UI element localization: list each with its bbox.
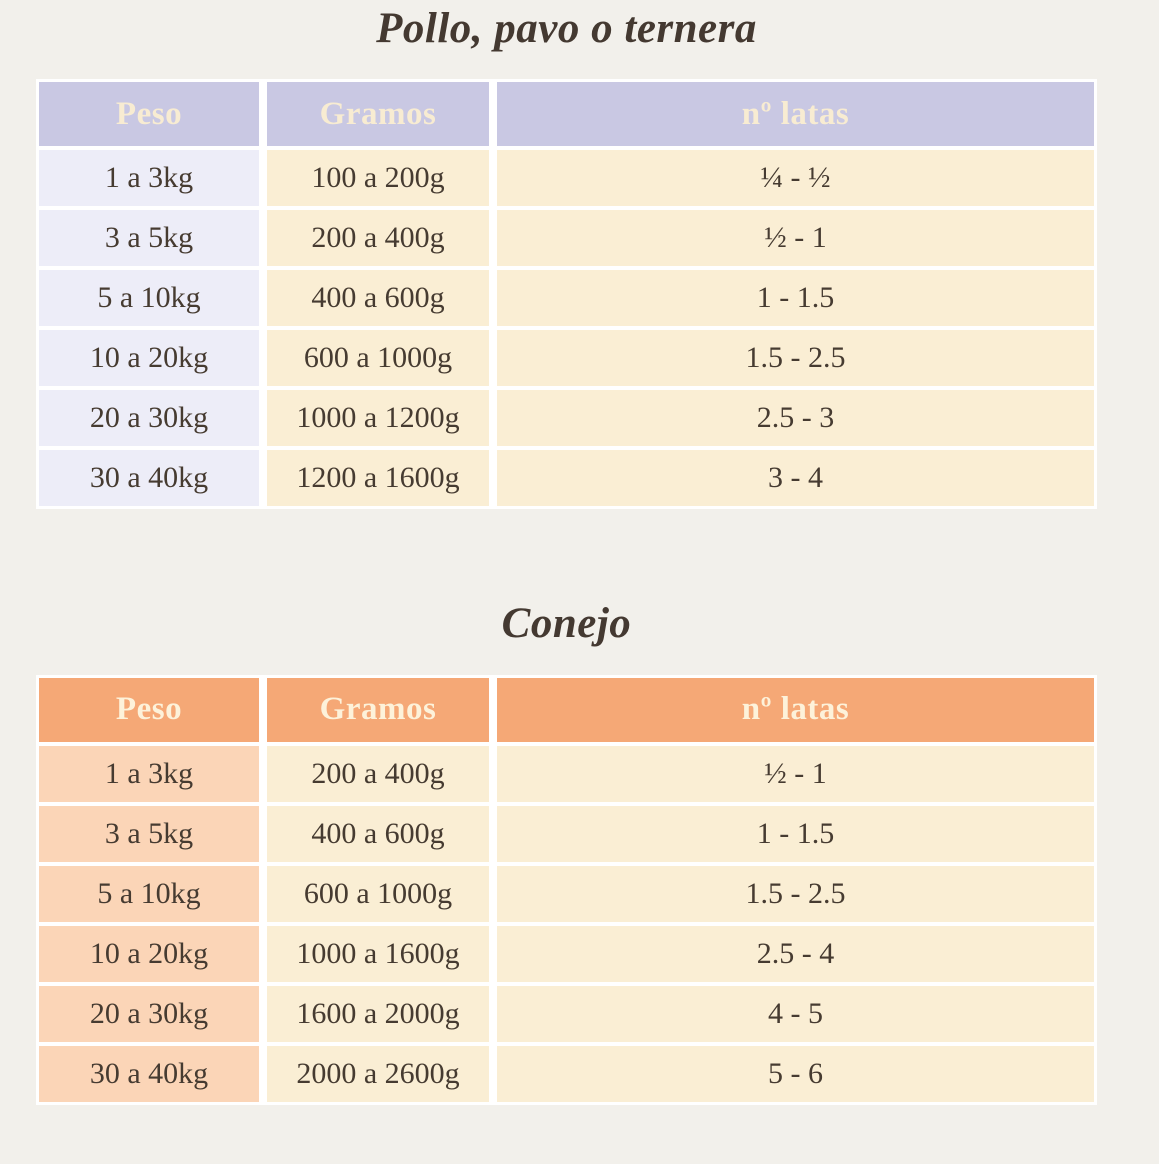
table-cell: 1200 a 1600g [267,450,489,507]
table-cell: 400 a 600g [267,270,489,327]
table-cell: 2000 a 2600g [267,1045,489,1102]
table-cell: 1 a 3kg [39,745,259,802]
tables-area: Pollo, pavo o ternera Peso Gramos nº latas 1… [0,4,1159,1105]
table-cell: 1.5 - 2.5 [497,330,1094,387]
table-cell: ½ - 1 [497,210,1094,267]
table-cell: 3 a 5kg [39,210,259,267]
table-cell: 400 a 600g [267,805,489,862]
table-cell: 20 a 30kg [39,985,259,1042]
table-section-1: Conejo Peso Gramos nº latas 1 a 3kg 200 a 400… [36,599,1097,1105]
table-cell: 5 a 10kg [39,270,259,327]
table-cell: ½ - 1 [497,745,1094,802]
table-cell: 10 a 20kg [39,330,259,387]
table-cell: 1.5 - 2.5 [497,865,1094,922]
column-header: Peso [39,677,259,742]
table-cell: 100 a 200g [267,150,489,207]
table-cell: 600 a 1000g [267,330,489,387]
table-cell: 1 - 1.5 [497,805,1094,862]
table-title: Conejo [501,600,632,648]
column-header: nº latas [497,677,1094,742]
table-cell: 30 a 40kg [39,450,259,507]
column-header: Gramos [267,677,489,742]
feeding-table: Peso Gramos nº latas 1 a 3kg 100 a 200g ¼ - ½… [36,79,1097,510]
table-section-0: Pollo, pavo o ternera Peso Gramos nº latas 1… [36,4,1097,510]
table-cell: 1000 a 1600g [267,925,489,982]
table-cell: 200 a 400g [267,745,489,802]
table-cell: 3 - 4 [497,450,1094,507]
table-cell: 10 a 20kg [39,925,259,982]
feeding-table: Peso Gramos nº latas 1 a 3kg 200 a 400g ½ - 1… [36,674,1097,1105]
table-cell: 1 - 1.5 [497,270,1094,327]
table-cell: 1 a 3kg [39,150,259,207]
column-header: Gramos [267,82,489,147]
table-cell: 5 - 6 [497,1045,1094,1102]
table-cell: 3 a 5kg [39,805,259,862]
table-cell: 20 a 30kg [39,390,259,447]
table-cell: 4 - 5 [497,985,1094,1042]
table-cell: 200 a 400g [267,210,489,267]
table-cell: 1600 a 2000g [267,985,489,1042]
table-cell: 2.5 - 3 [497,390,1094,447]
table-cell: 5 a 10kg [39,865,259,922]
table-cell: ¼ - ½ [497,150,1094,207]
table-cell: 1000 a 1200g [267,390,489,447]
table-cell: 30 a 40kg [39,1045,259,1102]
column-header: nº latas [497,82,1094,147]
column-header: Peso [39,82,259,147]
table-cell: 2.5 - 4 [497,925,1094,982]
table-title: Pollo, pavo o ternera [376,5,757,52]
table-cell: 600 a 1000g [267,865,489,922]
